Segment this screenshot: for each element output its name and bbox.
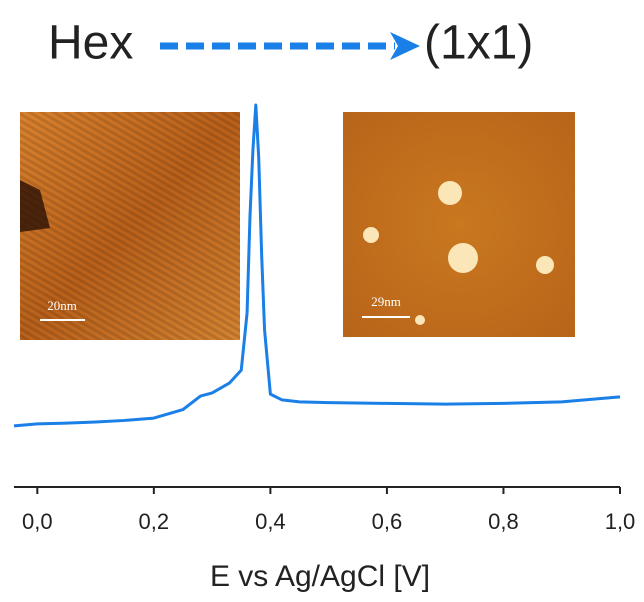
arrow-head <box>390 32 420 60</box>
x-tick-label: 0,0 <box>22 509 53 534</box>
x-tick-label: 0,4 <box>255 509 286 534</box>
x-tick-label: 0,8 <box>488 509 519 534</box>
inset-left: 20nm <box>20 112 240 340</box>
scale-label: 29nm <box>371 294 401 309</box>
inset-right: 29nm <box>343 112 575 337</box>
title-from: Hex <box>48 17 133 70</box>
x-tick-label: 1,0 <box>605 509 636 534</box>
data-line <box>13 103 621 428</box>
x-tick-label: 0,2 <box>139 509 170 534</box>
scale-label: 20nm <box>47 298 77 313</box>
x-tick-label: 0,6 <box>372 509 403 534</box>
x-axis-label: E vs Ag/AgCl [V] <box>210 560 430 593</box>
title-to: (1x1) <box>424 17 533 70</box>
